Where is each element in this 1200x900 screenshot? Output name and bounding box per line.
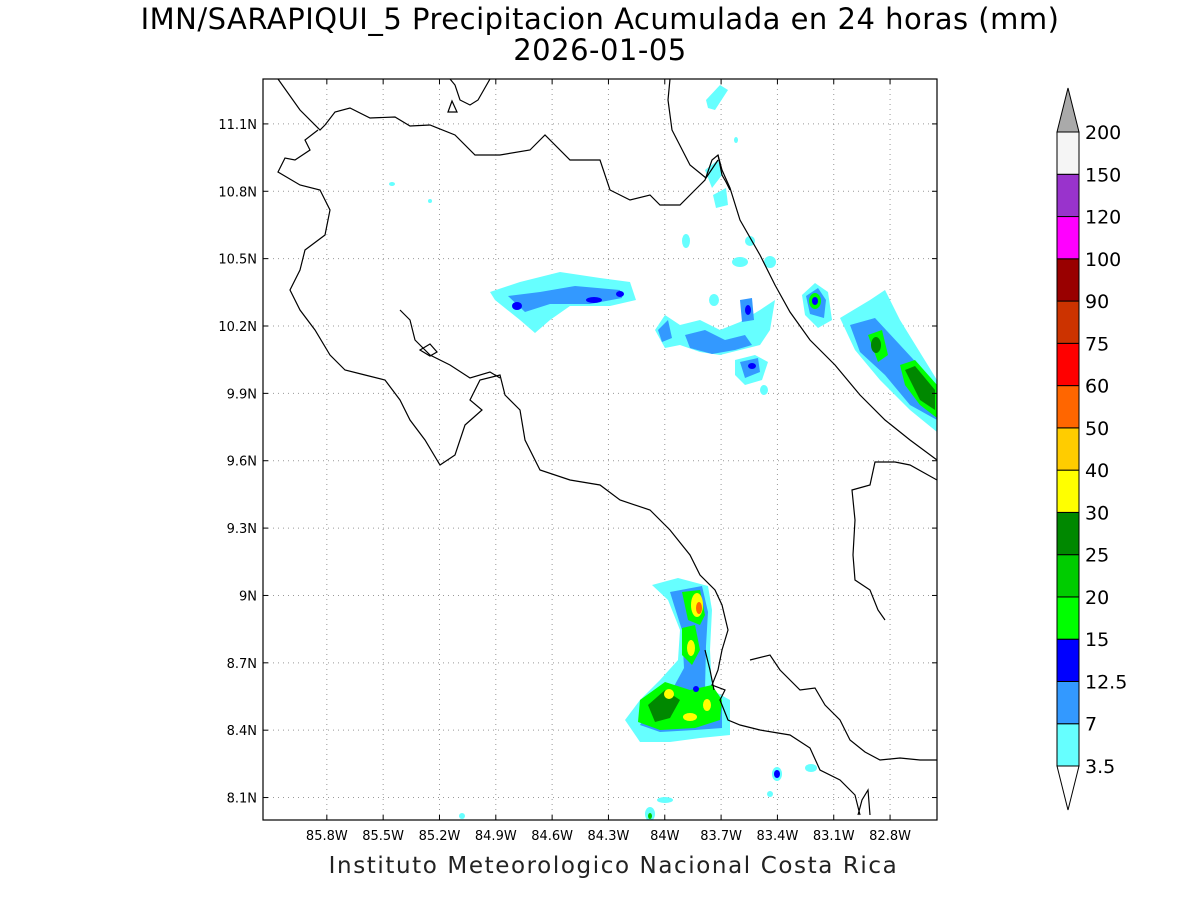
- colorbar-swatch: [1056, 216, 1080, 260]
- axis-ticks: 85.8W 85.5W 85.2W 84.9W 84.6W 84.3W 84W 83.7W 83…: [218, 79, 937, 844]
- colorbar-level-label: 50: [1085, 418, 1109, 440]
- lat-tick-label: 9N: [239, 589, 257, 604]
- colorbar-swatch: [1056, 385, 1080, 429]
- map-title: IMN/SARAPIQUI_5 Precipitacion Acumulada …: [140, 2, 1060, 36]
- rain-cell-north-coast: [389, 85, 738, 208]
- borders: [704, 154, 731, 691]
- map-footer: Instituto Meteorologico Nacional Costa R…: [328, 853, 899, 879]
- lat-tick-label: 10.2N: [218, 320, 257, 335]
- colorbar-swatch: [1056, 427, 1080, 471]
- lat-tick-label: 8.4N: [227, 724, 257, 739]
- lat-tick-label: 9.9N: [227, 387, 257, 402]
- colorbar-swatch: [1056, 342, 1080, 387]
- lon-tick-label: 83.7W: [700, 829, 742, 844]
- lat-tick-label: 10.5N: [218, 253, 257, 268]
- colorbar-level-label: 120: [1085, 207, 1121, 229]
- colorbar-swatch: [1056, 554, 1080, 598]
- lat-tick-label: 8.7N: [227, 657, 257, 672]
- colorbar-level-label: 15: [1085, 629, 1109, 651]
- colorbar-level-label: 100: [1085, 249, 1121, 271]
- colorbar: 3.5 7 12.5 15 20 25 30 40 50 60 75 90 100 120 150 200: [1056, 87, 1127, 811]
- colorbar-level-label: 30: [1085, 502, 1109, 524]
- lon-tick-label: 83.1W: [813, 829, 855, 844]
- colorbar-swatch: [1056, 638, 1080, 682]
- colorbar-under-arrow: [1056, 765, 1080, 811]
- colorbar-swatch: [1056, 300, 1080, 344]
- lon-tick-label: 85.2W: [419, 829, 461, 844]
- colorbar-swatch: [1056, 173, 1080, 218]
- colorbar-swatch: [1056, 680, 1080, 725]
- grid-lines: [263, 79, 937, 820]
- colorbar-level-label: 7: [1085, 714, 1097, 736]
- colorbar-swatch: [1056, 511, 1080, 556]
- colorbar-level-label: 200: [1085, 122, 1121, 144]
- colorbar-level-label: 12.5: [1085, 671, 1127, 693]
- rain-cell-central: [655, 234, 776, 395]
- precipitation-contours: [389, 85, 937, 820]
- lon-tick-label: 84.6W: [531, 829, 573, 844]
- coastlines: [277, 79, 937, 816]
- map-frame: [262, 78, 938, 821]
- lon-tick-label: 84.3W: [588, 829, 630, 844]
- colorbar-over-arrow: [1056, 87, 1080, 133]
- colorbar-level-label: 60: [1085, 376, 1109, 398]
- colorbar-swatch: [1056, 723, 1080, 767]
- colorbar-level-label: 75: [1085, 333, 1109, 355]
- rain-cell-north-band: [490, 272, 636, 333]
- lon-tick-label: 82.8W: [869, 829, 911, 844]
- colorbar-swatch: [1056, 596, 1080, 640]
- lon-tick-label: 84W: [650, 829, 680, 844]
- lon-tick-label: 85.5W: [362, 829, 404, 844]
- lat-tick-label: 9.6N: [227, 455, 257, 470]
- colorbar-level-label: 20: [1085, 587, 1109, 609]
- lat-tick-label: 9.3N: [227, 522, 257, 537]
- colorbar-level-label: 25: [1085, 545, 1109, 567]
- colorbar-level-label: 3.5: [1085, 756, 1115, 778]
- colorbar-swatch: [1056, 258, 1080, 302]
- lat-tick-label: 8.1N: [227, 792, 257, 807]
- colorbar-swatch: [1056, 469, 1080, 513]
- lat-tick-label: 10.8N: [218, 185, 257, 200]
- map-date: 2026-01-05: [513, 33, 687, 67]
- colorbar-level-label: 40: [1085, 460, 1109, 482]
- lon-tick-label: 85.8W: [306, 829, 348, 844]
- colorbar-swatch: [1056, 131, 1080, 175]
- colorbar-level-label: 90: [1085, 291, 1109, 313]
- rain-cell-south: [459, 578, 817, 820]
- lat-tick-label: 11.1N: [218, 118, 257, 133]
- rain-cell-east-coast: [802, 283, 937, 432]
- lon-tick-label: 83.4W: [757, 829, 799, 844]
- colorbar-level-label: 150: [1085, 164, 1121, 186]
- lon-tick-label: 84.9W: [475, 829, 517, 844]
